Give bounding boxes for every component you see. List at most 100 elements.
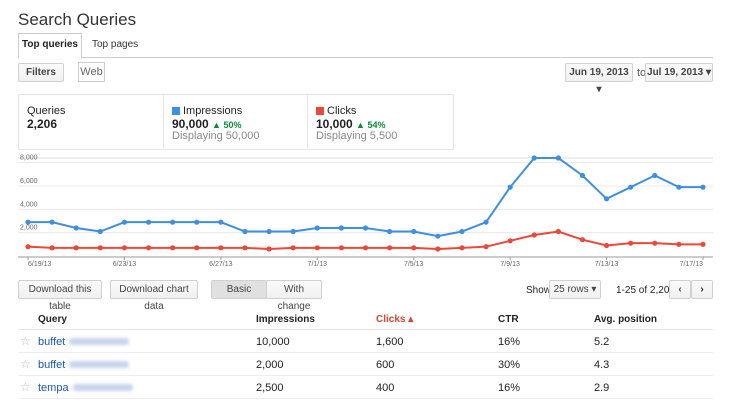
data-point (97, 228, 103, 235)
x-tick-label: 7/17/13 (680, 261, 703, 268)
table-cell: 16% (498, 336, 521, 348)
rows-value: 25 rows (553, 284, 589, 295)
date-from: Jun 19, 2013 (569, 67, 629, 78)
redacted (69, 361, 130, 368)
next-button[interactable]: › (691, 280, 713, 299)
data-point (338, 225, 344, 231)
data-point (579, 172, 586, 179)
header-text: Clicks (376, 314, 406, 325)
tab[interactable]: Top queries (18, 33, 82, 59)
redacted (72, 384, 133, 391)
stat-card: Clicks 10,000 ▲ 54% Displaying 5,500 (307, 95, 451, 148)
toggle-button[interactable]: Basic (211, 280, 267, 299)
table-row: ☆ buffet 2,000 600 30% 4.3 (18, 352, 713, 376)
data-point (411, 245, 417, 251)
data-point (145, 219, 152, 225)
data-point (652, 172, 658, 179)
table-cell: 2,500 (256, 382, 284, 394)
change-value: 54% (367, 120, 386, 130)
filters-button[interactable]: Filters (18, 63, 64, 82)
data-point (121, 245, 128, 251)
data-point (700, 184, 706, 190)
stats-panel (18, 94, 454, 150)
star-icon[interactable]: ☆ (20, 357, 31, 371)
column-header[interactable]: Avg. position (594, 314, 657, 325)
download-button[interactable]: Download chart data (110, 280, 198, 312)
data-point (266, 246, 272, 252)
table-cell: 16% (498, 382, 521, 394)
show-label: Show (526, 285, 552, 296)
data-point (411, 228, 417, 235)
date-separator: to (637, 67, 647, 79)
stat-number: 90,000 (172, 117, 209, 131)
data-point (314, 245, 320, 251)
data-point (555, 228, 561, 235)
data-point (507, 184, 513, 190)
data-point (266, 228, 272, 235)
legend-item: Impressions (172, 105, 242, 117)
data-point (290, 228, 296, 235)
data-point (579, 237, 586, 243)
star-icon[interactable]: ☆ (20, 334, 31, 348)
legend-item: Clicks (316, 105, 356, 117)
table-cell: 600 (376, 359, 395, 371)
data-point (483, 244, 489, 250)
data-point (218, 219, 224, 225)
stat-value: 10,000 ▲ 54% (316, 117, 385, 131)
redacted (69, 338, 130, 345)
filter-chip[interactable]: Web (78, 62, 105, 82)
data-point (652, 240, 658, 246)
tab-bar (18, 33, 713, 58)
stat-label: Queries (27, 105, 66, 117)
query-link[interactable]: tempa (38, 382, 133, 394)
date-button[interactable]: Jun 19, 2013 ▾ (565, 63, 633, 95)
chart: 2,000 4,000 6,000 8,000 6/19/13 6/23/13 6/27/1… (18, 155, 713, 268)
data-point (49, 219, 55, 225)
star-icon[interactable]: ☆ (20, 380, 31, 394)
data-point (700, 241, 706, 247)
table-cell: 2.9 (594, 382, 610, 394)
data-point (290, 245, 296, 251)
column-header[interactable]: Clicks ▴ (376, 314, 414, 325)
table-cell: 5.2 (594, 336, 610, 348)
download-button[interactable]: Download this table (18, 280, 102, 312)
date-button[interactable]: Jul 19, 2013 ▾ (645, 63, 713, 82)
data-point (507, 238, 513, 244)
query-text: tempa (38, 382, 69, 394)
x-tick-label: 7/5/13 (404, 261, 424, 268)
data-point (218, 245, 224, 251)
data-point (555, 155, 561, 161)
data-point (73, 225, 79, 231)
data-point (387, 228, 393, 235)
query-link[interactable]: buffet (38, 359, 130, 371)
table-cell: 400 (376, 382, 395, 394)
x-tick-label: 7/13/13 (595, 261, 618, 268)
data-point (194, 245, 200, 251)
data-point (676, 241, 682, 247)
tab[interactable]: Top pages (92, 39, 139, 50)
rows-select[interactable]: 25 rows ▾ (549, 280, 601, 299)
legend-label: Clicks (327, 105, 357, 117)
data-point (49, 245, 55, 251)
legend-swatch (316, 107, 324, 115)
data-point (603, 242, 610, 249)
column-header[interactable]: Impressions (256, 314, 315, 325)
data-point (459, 245, 465, 251)
legend-swatch (172, 107, 180, 115)
table-cell: 30% (498, 359, 521, 371)
data-point (25, 244, 31, 250)
data-point (435, 233, 441, 239)
column-header[interactable]: CTR (498, 314, 519, 325)
x-tick-label: 7/1/13 (308, 261, 328, 268)
data-point (145, 245, 152, 251)
page-title: Search Queries (18, 10, 137, 29)
column-header[interactable]: Query (38, 314, 67, 325)
legend-label: Impressions (183, 105, 243, 117)
y-tick-label: 4,000 (20, 201, 38, 208)
query-text: buffet (38, 336, 66, 348)
prev-button[interactable]: ‹ (669, 280, 691, 299)
toggle-button[interactable]: With change (266, 280, 322, 312)
data-point (170, 219, 176, 225)
query-link[interactable]: buffet (38, 336, 130, 348)
